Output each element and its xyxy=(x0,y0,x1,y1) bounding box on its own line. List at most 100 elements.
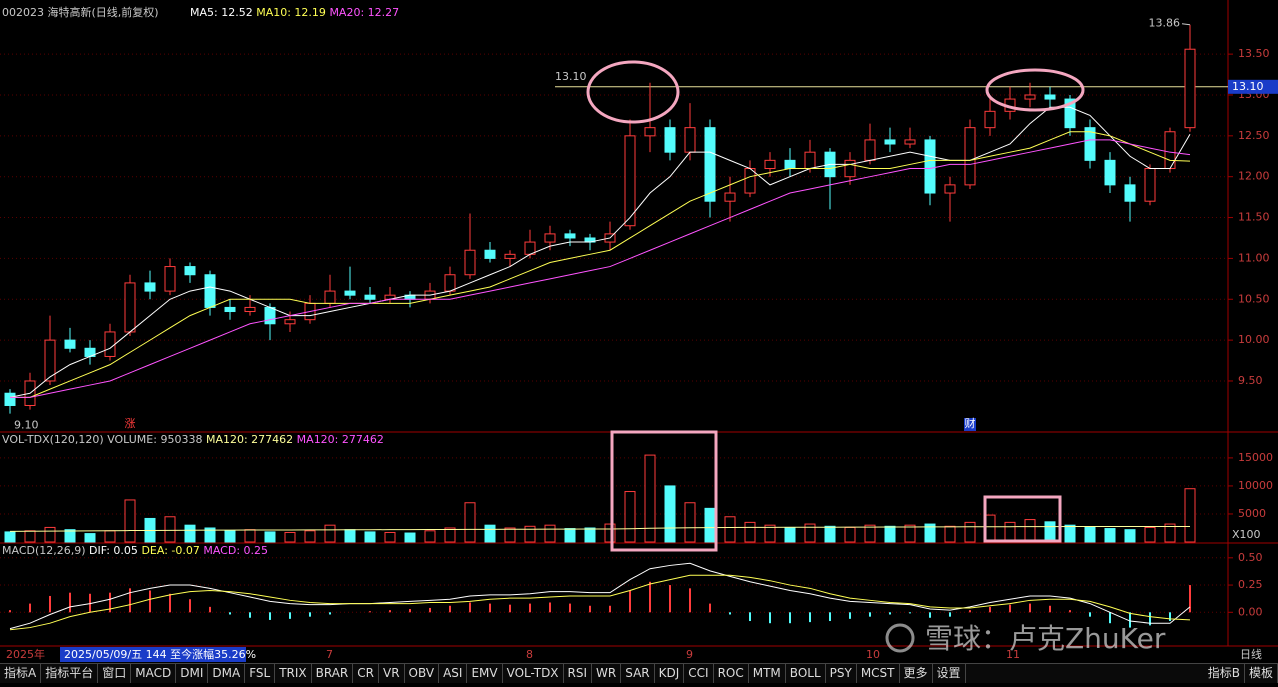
toolbar-tab[interactable]: 指标B xyxy=(1204,664,1245,683)
y-tick-label: 10.00 xyxy=(1238,333,1270,346)
volume-bar xyxy=(844,526,856,543)
candle-body xyxy=(264,306,276,325)
candle-body xyxy=(964,127,976,186)
toolbar-tab[interactable]: 指标A xyxy=(0,664,42,683)
info-text: 2025/05/09/五 144 至今涨幅35.26% xyxy=(64,647,256,661)
volume-bar xyxy=(724,516,736,543)
volume-bar xyxy=(664,485,676,543)
toolbar-tab[interactable]: TRIX xyxy=(275,664,312,683)
toolbar-tab[interactable]: MACD xyxy=(131,664,177,683)
y-tick-label: 12.00 xyxy=(1238,170,1270,183)
event-bg xyxy=(964,418,976,431)
toolbar-tab[interactable]: EMV xyxy=(467,664,503,683)
toolbar-tab[interactable]: 窗口 xyxy=(98,664,132,683)
spacer xyxy=(966,664,1204,683)
toolbar-tab[interactable]: DMA xyxy=(208,664,246,683)
x-tick-label: 11 xyxy=(1006,648,1020,661)
y-tick-label: 9.50 xyxy=(1238,374,1263,387)
toolbar-tab[interactable]: KDJ xyxy=(655,664,685,683)
candle-body xyxy=(924,139,936,194)
toolbar-tab[interactable]: CCI xyxy=(684,664,714,683)
volume-bar xyxy=(944,525,956,543)
line xyxy=(10,139,1191,398)
volume-bar xyxy=(84,533,96,543)
legend: MA5: 12.52 MA10: 12.19 MA20: 12.27 xyxy=(190,6,399,19)
y-tick-label: 15000 xyxy=(1238,451,1273,464)
high-pointer xyxy=(1181,23,1191,26)
volume-bar xyxy=(424,530,436,543)
candle-body xyxy=(184,266,196,276)
toolbar-tab[interactable]: SAR xyxy=(621,664,655,683)
toolbar-tab[interactable]: BRAR xyxy=(312,664,354,683)
x-tick-label: 9 xyxy=(686,648,693,661)
toolbar-tab[interactable]: VOL-TDX xyxy=(503,664,564,683)
volume-bar xyxy=(244,529,256,543)
toolbar-tab[interactable]: RSI xyxy=(564,664,593,683)
y-tick-label: 0.00 xyxy=(1238,605,1263,618)
volume-bar xyxy=(404,532,416,543)
volume-bar xyxy=(1144,526,1156,543)
candle-body xyxy=(464,249,476,276)
volume-bar xyxy=(1024,519,1036,543)
toolbar-tab[interactable]: VR xyxy=(379,664,405,683)
volume-bar xyxy=(204,527,216,543)
line xyxy=(9,562,1191,630)
volume-bar xyxy=(364,531,376,543)
toolbar-tab[interactable]: 设置 xyxy=(933,664,966,683)
volume-bar xyxy=(124,499,136,543)
candle-body xyxy=(444,274,456,292)
y-tick-label: 12.50 xyxy=(1238,129,1270,142)
toolbar-tab[interactable]: WR xyxy=(592,664,622,683)
candle-body xyxy=(164,266,176,292)
volume-bar xyxy=(344,529,356,543)
legend-entry: VOL-TDX(120,120) xyxy=(2,433,104,446)
x-tick-label: 2025年 xyxy=(6,647,45,661)
candle-body xyxy=(1104,159,1116,186)
toolbar-tab[interactable]: BOLL xyxy=(786,664,826,683)
legend-entry: VOLUME: 950338 xyxy=(107,433,202,446)
toolbar-tab[interactable]: MTM xyxy=(749,664,786,683)
candle-body xyxy=(144,282,156,292)
toolbar-tab[interactable]: CR xyxy=(353,664,379,683)
volume-bar xyxy=(644,454,656,543)
toolbar-tab[interactable]: OBV xyxy=(405,664,440,683)
volume-bar xyxy=(484,524,496,543)
highlight-ellipse xyxy=(586,60,680,124)
candle-body xyxy=(624,135,636,227)
toolbar-tab[interactable]: 指标平台 xyxy=(41,664,99,683)
toolbar-tab[interactable]: FSL xyxy=(245,664,276,683)
x-tick-label: 8 xyxy=(526,648,533,661)
y-tick-label: 0.50 xyxy=(1238,551,1263,564)
background xyxy=(0,0,1278,663)
legend-entry: DEA: -0.07 xyxy=(141,544,199,557)
legend-entry: MA10: 12.19 xyxy=(256,6,326,19)
event-marker: 涨 xyxy=(125,417,136,430)
candle-body xyxy=(1024,94,1036,100)
toolbar-tab[interactable]: DMI xyxy=(176,664,209,683)
highlight-box xyxy=(610,430,718,552)
toolbar-tab[interactable]: ASI xyxy=(439,664,468,683)
y-tick-label: 10.50 xyxy=(1238,292,1270,305)
legend-entry: MA120: 277462 xyxy=(206,433,293,446)
volume-bar xyxy=(864,524,876,543)
volume-bar xyxy=(184,524,196,543)
toolbar-tab[interactable]: 模板 xyxy=(1245,664,1278,683)
toolbar-tab[interactable]: 更多 xyxy=(900,664,933,683)
volume-bar xyxy=(464,502,476,543)
candle-body xyxy=(104,331,116,357)
legend: VOL-TDX(120,120) VOLUME: 950338 MA120: 2… xyxy=(2,433,384,446)
high-label: 13.86 xyxy=(1149,17,1181,30)
volume-bar xyxy=(4,531,16,543)
toolbar-tab[interactable]: PSY xyxy=(826,664,857,683)
volume-bar xyxy=(384,531,396,543)
candle-body xyxy=(1124,184,1136,202)
line xyxy=(9,525,1191,532)
y-unit: X100 xyxy=(1232,528,1261,541)
candle-body xyxy=(1064,98,1076,129)
volume-bar xyxy=(1044,521,1056,543)
volume-bar xyxy=(744,521,756,543)
toolbar-tab[interactable]: MCST xyxy=(857,664,900,683)
legend-entry: MA20: 12.27 xyxy=(329,6,399,19)
toolbar-tab[interactable]: ROC xyxy=(714,664,749,683)
